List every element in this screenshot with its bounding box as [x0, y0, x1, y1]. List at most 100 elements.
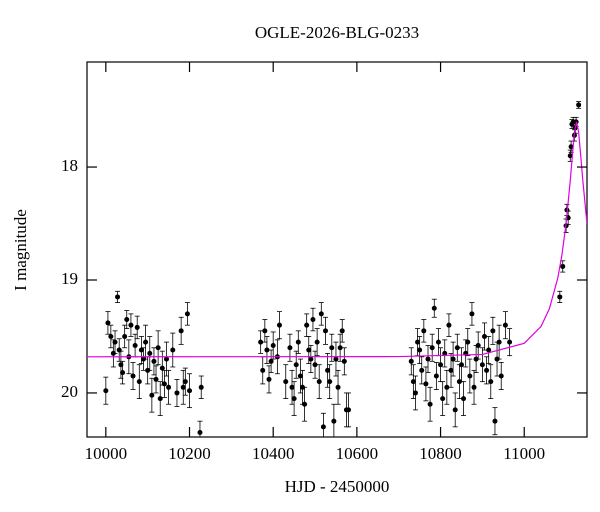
- data-point: [408, 358, 414, 364]
- data-point: [325, 367, 331, 373]
- x-tick-label: 10200: [168, 444, 211, 463]
- data-point-group: [429, 333, 435, 362]
- data-point: [329, 345, 335, 351]
- data-point-group: [557, 290, 563, 303]
- y-tick-label: 20: [61, 382, 78, 401]
- data-point: [306, 347, 312, 353]
- data-point-group: [136, 364, 142, 399]
- data-point-group: [331, 403, 337, 437]
- data-point-group: [481, 322, 487, 351]
- data-point-group: [560, 260, 566, 273]
- data-point-group: [318, 302, 324, 326]
- x-tick-label: 10400: [252, 444, 295, 463]
- chart-title: OGLE-2026-BLG-0233: [255, 23, 419, 42]
- data-point: [314, 339, 320, 345]
- data-point: [163, 356, 169, 362]
- data-point: [289, 384, 295, 390]
- data-point: [429, 345, 435, 351]
- data-point-group: [264, 336, 270, 364]
- data-point-group: [335, 369, 341, 405]
- data-point-group: [108, 324, 114, 349]
- data-point: [291, 396, 297, 402]
- data-point: [316, 379, 322, 385]
- data-point-group: [174, 378, 180, 407]
- data-point: [492, 418, 498, 424]
- data-point: [130, 373, 136, 379]
- data-point: [293, 362, 299, 368]
- data-point: [320, 424, 326, 430]
- data-point-group: [270, 331, 276, 360]
- data-point-group: [302, 386, 308, 422]
- data-point-group: [444, 369, 450, 405]
- data-point: [507, 339, 513, 345]
- data-point: [560, 263, 566, 269]
- data-point-group: [151, 347, 157, 376]
- data-point: [339, 328, 345, 334]
- data-point-group: [115, 290, 121, 303]
- data-point-group: [486, 336, 492, 364]
- data-point-group: [502, 311, 508, 340]
- data-point: [454, 345, 460, 351]
- data-point: [136, 379, 142, 385]
- data-point-group: [134, 315, 140, 340]
- data-point-group: [291, 381, 297, 416]
- data-point-group: [143, 324, 149, 360]
- data-point: [312, 362, 318, 368]
- data-point-group: [124, 310, 130, 329]
- data-point-group: [433, 362, 439, 390]
- data-point: [498, 373, 504, 379]
- data-point: [178, 328, 184, 334]
- data-point-group: [322, 316, 328, 345]
- data-point: [438, 362, 444, 368]
- data-point: [182, 379, 188, 385]
- data-point-group: [120, 360, 126, 385]
- data-point: [327, 379, 333, 385]
- data-point: [187, 388, 193, 394]
- data-point: [440, 396, 446, 402]
- data-point-group: [425, 345, 431, 374]
- data-point: [488, 379, 494, 385]
- data-point: [557, 294, 563, 300]
- data-point: [308, 356, 314, 362]
- data-point: [337, 345, 343, 351]
- y-tick-label: 18: [61, 156, 78, 175]
- y-tick-label: 19: [61, 269, 78, 288]
- data-point: [161, 381, 167, 387]
- data-point-group: [419, 356, 425, 385]
- data-point: [417, 347, 423, 353]
- data-point-group: [327, 364, 333, 399]
- data-point-group: [442, 339, 448, 368]
- data-point-group: [266, 365, 272, 394]
- data-point-group: [153, 365, 159, 394]
- data-point: [467, 373, 473, 379]
- data-point: [322, 328, 328, 334]
- data-point: [484, 367, 490, 373]
- data-point-group: [304, 313, 310, 337]
- data-point-group: [469, 302, 475, 326]
- data-point: [153, 376, 159, 382]
- data-point-group: [268, 349, 274, 374]
- data-point: [103, 388, 109, 394]
- y-axis-label: I magnitude: [11, 209, 30, 291]
- data-point-group: [283, 364, 289, 399]
- data-point-group: [262, 319, 268, 343]
- data-point: [157, 396, 163, 402]
- data-point: [412, 390, 418, 396]
- data-point-group: [465, 328, 471, 357]
- data-point: [276, 322, 282, 328]
- data-point: [184, 311, 190, 317]
- data-point: [295, 339, 301, 345]
- x-tick-label: 11000: [503, 444, 545, 463]
- data-point: [461, 396, 467, 402]
- data-point: [122, 333, 128, 339]
- data-point: [479, 362, 485, 368]
- data-point: [143, 339, 149, 345]
- data-point: [138, 347, 144, 353]
- data-point: [435, 339, 441, 345]
- data-point-group: [484, 356, 490, 385]
- data-point-group: [260, 356, 266, 385]
- data-point: [442, 350, 448, 356]
- data-point-group: [112, 330, 118, 354]
- data-point-group: [339, 319, 345, 343]
- data-point: [446, 322, 452, 328]
